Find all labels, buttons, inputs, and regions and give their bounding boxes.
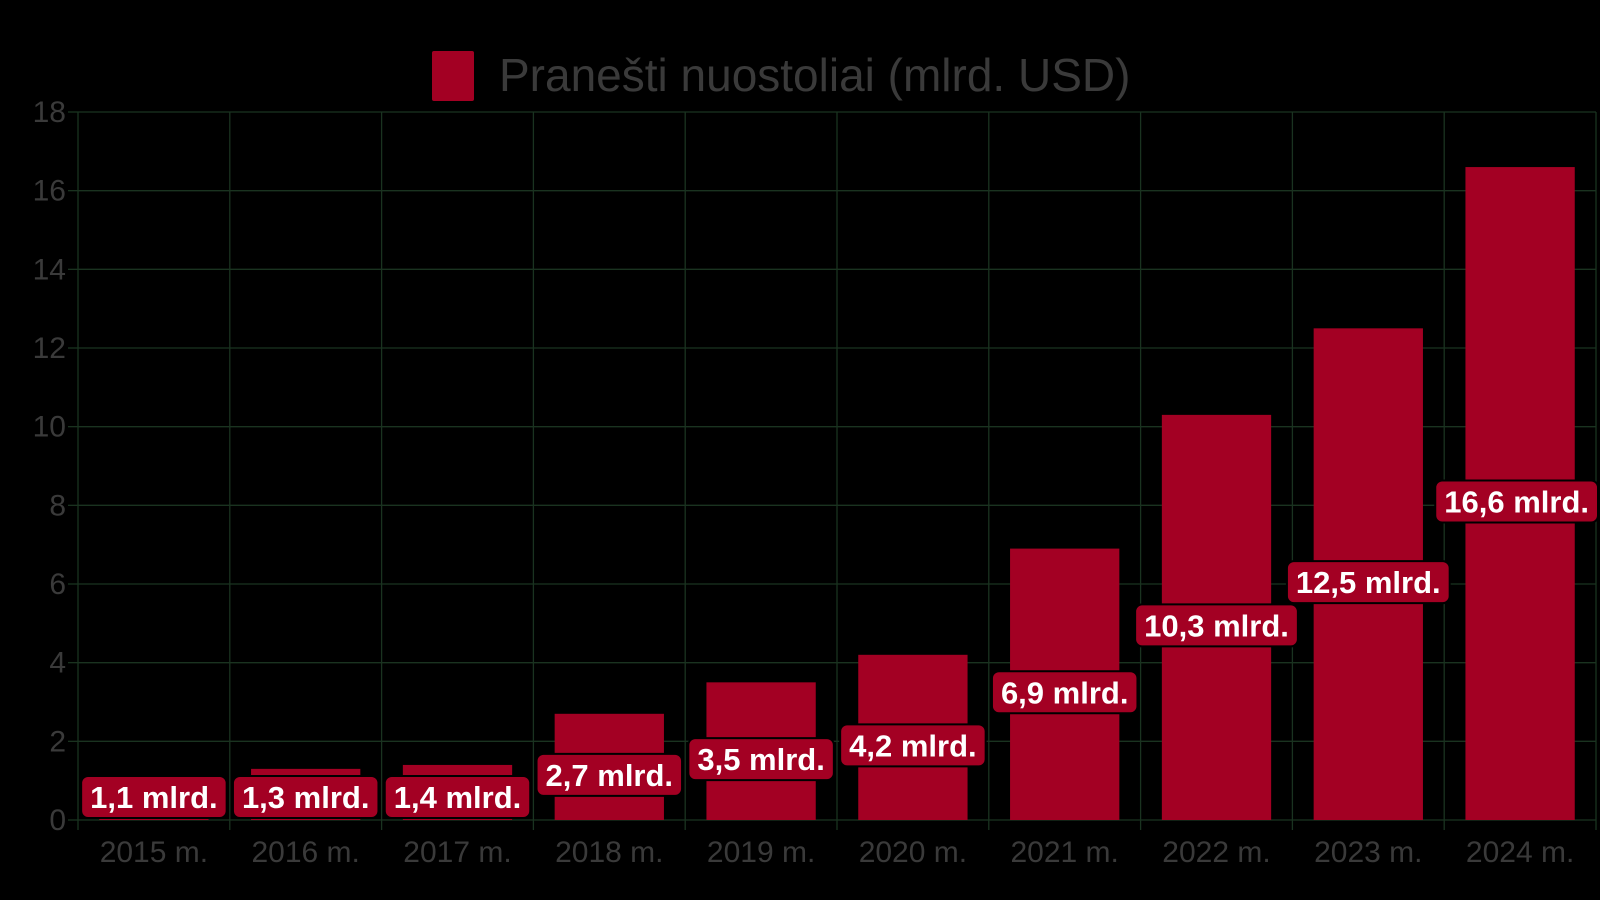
data-label-box	[1285, 560, 1451, 605]
data-label-text: 4,2 mlrd.	[849, 728, 977, 763]
data-label: 10,3 mlrd.	[1134, 603, 1299, 648]
data-label-box	[990, 670, 1139, 715]
x-tick-label: 2019 m.	[707, 836, 815, 869]
data-label-text: 2,7 mlrd.	[546, 758, 674, 793]
x-tick-label: 2015 m.	[100, 836, 208, 869]
data-label-text: 1,1 mlrd.	[90, 780, 218, 815]
data-label-text: 12,5 mlrd.	[1296, 565, 1441, 600]
data-label-box	[1134, 603, 1299, 648]
data-label-box	[80, 775, 228, 819]
x-tick-label: 2022 m.	[1162, 836, 1270, 869]
y-tick-label: 10	[33, 411, 66, 444]
y-tick-label: 8	[49, 489, 66, 522]
y-tick-label: 14	[33, 253, 66, 286]
y-tick-label: 16	[33, 175, 66, 208]
x-tick-label: 2016 m.	[251, 836, 359, 869]
data-label: 12,5 mlrd.	[1285, 560, 1451, 605]
y-tick-label: 12	[33, 332, 66, 365]
data-label: 1,4 mlrd.	[383, 775, 532, 819]
data-label: 1,1 mlrd.	[80, 775, 228, 819]
y-tick-label: 4	[49, 647, 66, 680]
x-tick-label: 2017 m.	[403, 836, 511, 869]
y-tick-label: 18	[33, 96, 66, 129]
data-label: 3,5 mlrd.	[687, 737, 835, 782]
y-tick-label: 0	[49, 804, 66, 837]
x-tick-label: 2018 m.	[555, 836, 663, 869]
data-label: 2,7 mlrd.	[535, 752, 684, 797]
data-labels: 1,1 mlrd. 1,3 mlrd. 1,4 mlrd. 2,7 mlrd. 3,5 …	[80, 479, 1599, 819]
data-label-text: 1,3 mlrd.	[242, 780, 370, 815]
data-label-box	[687, 737, 835, 782]
data-label-box	[1434, 479, 1599, 524]
data-label: 16,6 mlrd.	[1434, 479, 1599, 524]
data-label-text: 3,5 mlrd.	[697, 742, 825, 777]
data-label-box	[231, 775, 380, 819]
data-label: 4,2 mlrd.	[839, 723, 987, 768]
x-tick-label: 2020 m.	[859, 836, 967, 869]
data-label-box	[383, 775, 532, 819]
data-label-text: 6,9 mlrd.	[1001, 675, 1129, 710]
y-tick-label: 6	[49, 568, 66, 601]
grid	[77, 111, 1597, 830]
x-tick-label: 2024 m.	[1466, 836, 1574, 869]
data-label-box	[839, 723, 987, 768]
data-label: 1,3 mlrd.	[231, 775, 380, 819]
data-label-text: 10,3 mlrd.	[1144, 608, 1289, 643]
y-tick-label: 2	[49, 725, 66, 758]
data-label-text: 1,4 mlrd.	[394, 780, 522, 815]
axes: 0 2 4 6 8 10 12 14 16 18 2015 m. 2016 m. 2017 m. 2018…	[33, 96, 1575, 869]
data-label-text: 16,6 mlrd.	[1444, 485, 1589, 520]
data-label-box	[535, 752, 684, 797]
data-label: 6,9 mlrd.	[990, 670, 1139, 715]
x-tick-label: 2023 m.	[1314, 836, 1422, 869]
legend: Pranešti nuostoliai (mlrd. USD)	[432, 49, 1130, 101]
legend-swatch	[432, 51, 474, 101]
x-tick-label: 2021 m.	[1010, 836, 1118, 869]
legend-label: Pranešti nuostoliai (mlrd. USD)	[499, 49, 1130, 101]
